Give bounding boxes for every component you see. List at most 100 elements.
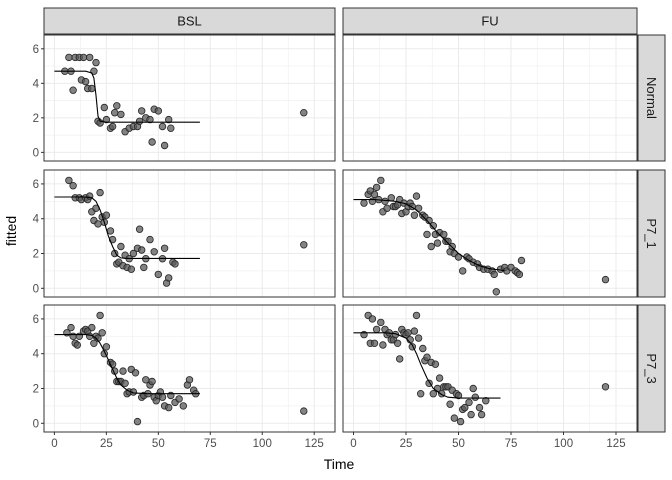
data-point (465, 398, 473, 407)
data-point (73, 341, 81, 349)
data-point (154, 270, 162, 279)
data-point (92, 58, 100, 67)
data-point (471, 393, 479, 401)
data-point (412, 311, 421, 320)
data-point (431, 360, 440, 368)
data-point (414, 334, 423, 342)
panels-layer (43, 34, 638, 433)
data-point (79, 53, 88, 62)
data-point (419, 344, 427, 353)
y-tick-label: 0 (33, 147, 39, 159)
data-point (469, 384, 477, 393)
row-strip (637, 304, 666, 433)
panel-border (342, 169, 638, 298)
data-point (446, 400, 454, 408)
series-BSL-P7_3 (54, 311, 308, 426)
data-point (67, 323, 75, 332)
fitted-curve (54, 196, 200, 259)
fitted-curve (54, 334, 200, 395)
y-tick-label: 6 (33, 314, 39, 326)
data-point (429, 221, 437, 230)
data-point (467, 410, 475, 419)
data-point (412, 192, 421, 200)
data-point (300, 108, 308, 117)
x-tick-label: 50 (452, 438, 465, 450)
panel-FU-P7_1 (343, 170, 637, 297)
data-point (517, 256, 526, 265)
y-tick-label: 2 (33, 384, 39, 396)
data-point (102, 211, 111, 219)
data-point (377, 176, 385, 185)
column-strip (43, 7, 336, 35)
data-point (113, 102, 121, 110)
panel-FU-P7_3 (343, 305, 637, 432)
data-point (370, 190, 379, 199)
data-point (427, 242, 435, 251)
panel-BSL-Normal (44, 35, 335, 161)
data-point (127, 265, 135, 273)
x-tick-label: 75 (505, 438, 518, 450)
data-point (85, 332, 94, 340)
data-point (108, 122, 117, 131)
panel-border (43, 34, 336, 162)
data-point (515, 270, 524, 279)
data-point (423, 230, 431, 239)
data-point (179, 402, 187, 410)
row-strip (637, 34, 666, 162)
x-tick-label: 0 (51, 438, 57, 450)
data-point (85, 53, 94, 62)
data-point (185, 376, 194, 384)
data-point (601, 275, 610, 284)
fitted-curve (353, 199, 505, 272)
data-point (129, 249, 138, 258)
data-point (158, 393, 167, 401)
data-point (96, 188, 104, 197)
series-BSL-Normal (54, 53, 308, 150)
x-tick-label: 100 (253, 438, 272, 450)
data-point (300, 407, 308, 415)
data-point (160, 141, 169, 150)
data-point (98, 329, 106, 337)
fitted-curve (54, 70, 200, 123)
column-strip-label: BSL (177, 14, 202, 29)
data-point (140, 263, 148, 272)
y-tick-label: 4 (33, 214, 40, 226)
y-tick-label: 2 (33, 113, 39, 125)
x-tick-label: 75 (204, 438, 217, 450)
panel-background (343, 305, 637, 432)
data-point (137, 246, 146, 254)
panel-background (343, 35, 637, 161)
panel-BSL-P7_1 (44, 170, 335, 297)
data-point (94, 220, 102, 228)
x-tick-label: 125 (305, 438, 324, 450)
data-point (137, 107, 146, 115)
data-point (482, 397, 490, 405)
data-point (171, 260, 179, 268)
y-tick-label: 2 (33, 249, 39, 261)
data-point (368, 315, 377, 323)
data-point (131, 369, 140, 377)
data-point (435, 374, 444, 382)
x-axis-title: Time (324, 456, 355, 472)
column-strip (342, 7, 638, 35)
axes-layer: 0 2 4 6 0 2 4 6 0 2 4 6 0 25 50 75 100 125 0 25 50 75 100 125 (33, 44, 626, 450)
data-point (370, 339, 379, 347)
row-strip (637, 169, 666, 298)
data-point (601, 383, 610, 391)
y-tick-label: 0 (33, 418, 39, 430)
data-point (158, 122, 167, 131)
fitted-curve (353, 332, 501, 399)
data-point (69, 86, 77, 94)
data-point (117, 242, 125, 251)
data-point (414, 204, 423, 212)
data-point (360, 199, 368, 207)
data-point (69, 332, 77, 340)
data-point (425, 216, 433, 225)
panel-border (43, 169, 336, 298)
data-point (69, 181, 77, 190)
data-point (475, 403, 484, 412)
y-axis-title: fitted (3, 216, 19, 246)
series-FU-P7_3 (353, 311, 610, 426)
data-point (88, 84, 96, 93)
